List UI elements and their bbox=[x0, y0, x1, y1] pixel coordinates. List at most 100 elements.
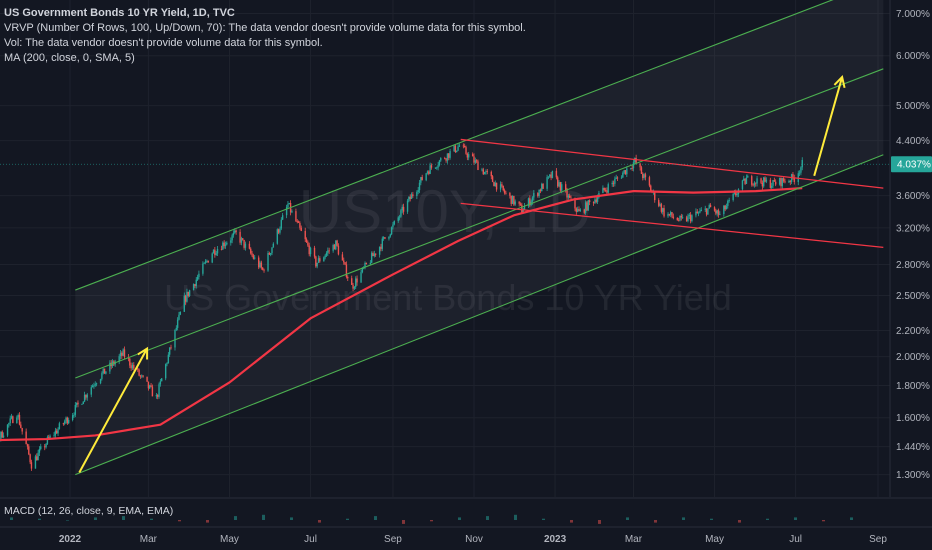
macd-bar bbox=[850, 517, 853, 520]
arrow-2-head bbox=[833, 75, 846, 89]
candle-body bbox=[174, 329, 176, 348]
candle-body bbox=[725, 205, 728, 210]
candle-body bbox=[252, 255, 255, 259]
candle-body bbox=[707, 208, 709, 215]
channel-band bbox=[75, 0, 884, 475]
wedge-line-1 bbox=[460, 138, 884, 189]
candle-body bbox=[341, 254, 344, 261]
candle-body bbox=[778, 177, 781, 185]
candle-body bbox=[416, 192, 418, 197]
candle-body bbox=[105, 371, 107, 374]
candle-body bbox=[316, 262, 318, 267]
candle-body bbox=[95, 383, 98, 385]
drawings[interactable] bbox=[75, 0, 884, 475]
x-tick-label: Jul bbox=[304, 534, 317, 545]
candle-body bbox=[122, 349, 124, 356]
candle-body bbox=[494, 182, 496, 187]
candle-body bbox=[606, 190, 608, 193]
vrvp-legend[interactable]: VRVP (Number Of Rows, 100, Up/Down, 70):… bbox=[4, 22, 526, 34]
candle-body bbox=[510, 195, 512, 204]
candle-body bbox=[632, 162, 635, 169]
vol-legend[interactable]: Vol: The data vendor doesn't provide vol… bbox=[4, 37, 323, 49]
candle-body bbox=[555, 170, 558, 178]
macd-bar bbox=[94, 517, 97, 520]
candle-body bbox=[251, 253, 253, 256]
candle-body bbox=[30, 462, 33, 469]
candle-body bbox=[91, 385, 94, 388]
candle-body bbox=[713, 207, 716, 211]
candle-body bbox=[296, 221, 298, 223]
candle-body bbox=[56, 430, 58, 434]
candle-body bbox=[130, 365, 132, 369]
candle-body bbox=[295, 211, 297, 222]
candle-body bbox=[307, 242, 309, 246]
candle-body bbox=[471, 154, 474, 157]
candle-body bbox=[382, 237, 385, 239]
candle-body bbox=[381, 238, 384, 249]
candle-body bbox=[240, 238, 243, 243]
candle-body bbox=[440, 158, 442, 161]
candle-body bbox=[557, 177, 559, 187]
candle-body bbox=[538, 189, 540, 196]
macd-legend[interactable]: MACD (12, 26, close, 9, EMA, EMA) bbox=[4, 505, 174, 517]
candle-body bbox=[364, 262, 366, 268]
candle-body bbox=[537, 193, 539, 196]
candle-body bbox=[25, 431, 27, 445]
candle-body bbox=[351, 278, 353, 285]
candle-body bbox=[254, 257, 256, 259]
candle-body bbox=[458, 145, 461, 147]
symbol-title[interactable]: US Government Bonds 10 YR Yield, 1D, TVC bbox=[4, 7, 235, 19]
candle-body bbox=[798, 172, 801, 174]
candle-body bbox=[549, 174, 551, 177]
candle-body bbox=[158, 384, 160, 397]
candle-body bbox=[9, 418, 11, 424]
price-axis[interactable]: 1.300% 1.440% 1.600% 1.800% 2.000% 2.200% 2.50… bbox=[896, 9, 930, 481]
candle-body bbox=[733, 192, 736, 194]
candle-body bbox=[624, 170, 627, 175]
candle-body bbox=[315, 256, 317, 267]
candle-body bbox=[727, 200, 729, 206]
candle-body bbox=[615, 177, 617, 179]
macd-bar bbox=[738, 520, 741, 523]
candle-body bbox=[654, 191, 656, 201]
candle-body bbox=[445, 158, 447, 161]
candle-body bbox=[260, 262, 263, 268]
candle-body bbox=[741, 180, 744, 190]
candle-body bbox=[685, 217, 688, 222]
macd-bar bbox=[66, 520, 69, 521]
macd-bar bbox=[710, 518, 713, 520]
ma-legend[interactable]: MA (200, close, 0, SMA, 5) bbox=[4, 52, 135, 64]
time-axis[interactable]: 2022 Mar May Jul Sep Nov 2023 Mar May Jul Sep bbox=[59, 534, 887, 545]
candle-body bbox=[485, 171, 487, 173]
macd-bar bbox=[822, 520, 825, 522]
candle-body bbox=[477, 161, 479, 171]
candle-body bbox=[662, 208, 664, 212]
candle-body bbox=[0, 431, 2, 439]
candle-body bbox=[378, 246, 381, 255]
candle-body bbox=[372, 253, 374, 257]
candle-body bbox=[20, 424, 22, 428]
candle-body bbox=[195, 279, 197, 287]
candle-body bbox=[490, 171, 492, 177]
candle-body bbox=[10, 416, 13, 419]
candle-body bbox=[54, 430, 57, 436]
macd-bar bbox=[570, 520, 573, 523]
candle-body bbox=[299, 222, 301, 228]
candle-body bbox=[402, 206, 405, 212]
last-price-tag-bg bbox=[891, 156, 932, 173]
candle-body bbox=[801, 160, 803, 168]
candle-body bbox=[224, 244, 227, 247]
candle-body bbox=[21, 427, 23, 432]
candle-body bbox=[235, 230, 237, 232]
candle-body bbox=[436, 167, 438, 169]
candle-body bbox=[420, 177, 422, 183]
candle-body bbox=[369, 262, 372, 265]
drawings-overlay[interactable] bbox=[0, 0, 890, 476]
candle-body bbox=[186, 291, 188, 302]
candle-body bbox=[279, 228, 281, 233]
candle-body bbox=[622, 172, 624, 178]
candle-body bbox=[782, 178, 785, 182]
